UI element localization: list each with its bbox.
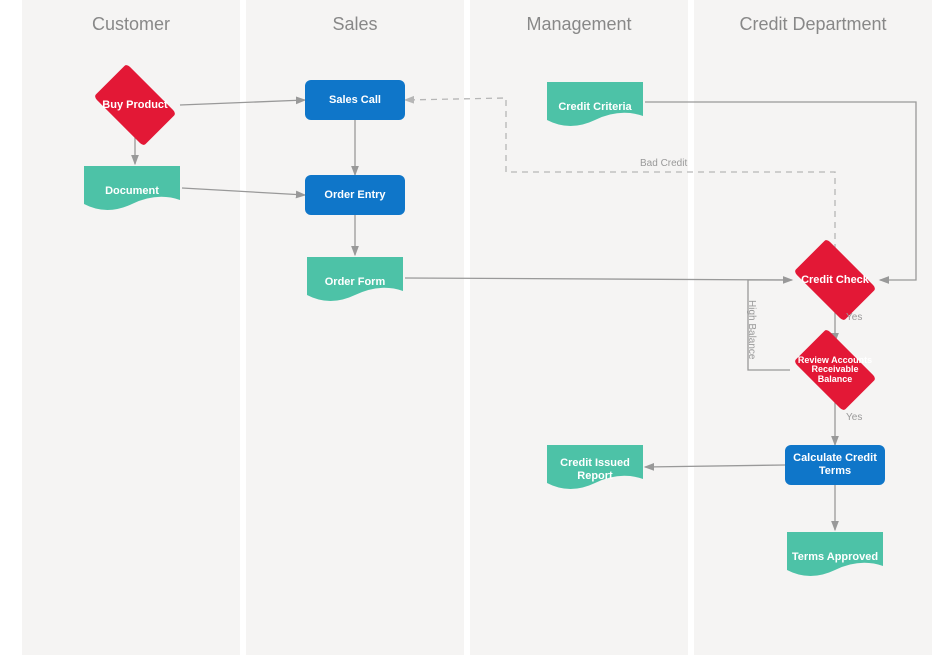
- node-oform: Order Form: [305, 255, 405, 301]
- swimlane-flowchart: CustomerSalesManagementCredit Department…: [0, 0, 951, 655]
- edge-label: High Balance: [746, 300, 757, 359]
- lane-header: Credit Department: [694, 0, 932, 35]
- node-docu: Document: [82, 164, 182, 210]
- node-tapp: Terms Approved: [785, 530, 885, 576]
- node-calc: Calculate Credit Terms: [785, 445, 885, 485]
- lane-header: Customer: [22, 0, 240, 35]
- node-crit: Credit Criteria: [545, 80, 645, 126]
- lane-header: Sales: [246, 0, 464, 35]
- node-label: Credit Issued Report: [545, 449, 645, 482]
- node-label: Calculate Credit Terms: [785, 452, 885, 477]
- node-label: Buy Product: [98, 99, 171, 111]
- node-label: Credit Check: [797, 274, 873, 286]
- node-rev: Review Accounts Receivable Balance: [790, 340, 880, 400]
- node-label: Credit Criteria: [545, 93, 645, 114]
- node-label: Order Entry: [318, 189, 391, 202]
- node-label: Order Form: [305, 268, 405, 289]
- lane-header: Management: [470, 0, 688, 35]
- edge-label: Yes: [846, 412, 862, 423]
- edge-label: Yes: [846, 312, 862, 323]
- node-cchk: Credit Check: [790, 250, 880, 310]
- node-label: Review Accounts Receivable Balance: [790, 356, 880, 384]
- node-label: Terms Approved: [785, 543, 885, 564]
- node-label: Document: [82, 177, 182, 198]
- node-label: Sales Call: [323, 94, 387, 107]
- node-buy: Buy Product: [90, 75, 180, 135]
- node-oentry: Order Entry: [305, 175, 405, 215]
- edge-label: Bad Credit: [640, 158, 687, 169]
- node-scall: Sales Call: [305, 80, 405, 120]
- node-cir: Credit Issued Report: [545, 443, 645, 489]
